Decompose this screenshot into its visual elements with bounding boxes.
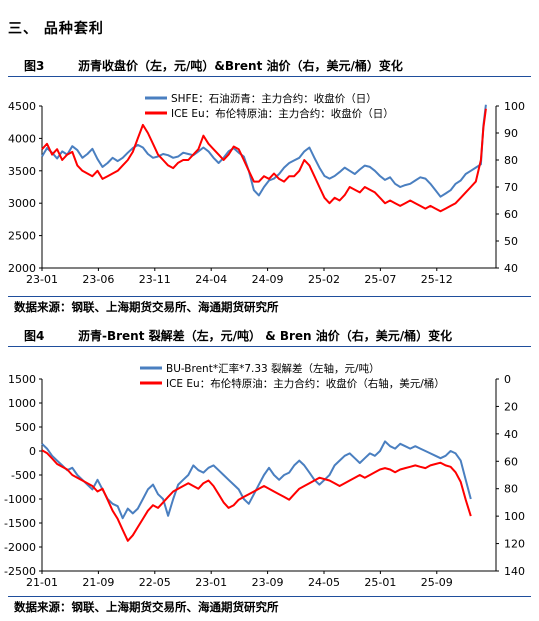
left-tick-label: 3500	[8, 165, 36, 178]
left-tick-label: -1000	[4, 493, 36, 506]
figure-3-number: 图3	[24, 59, 45, 73]
left-tick-label: 0	[29, 445, 36, 458]
left-tick-label: 1500	[8, 373, 36, 386]
left-tick-label: -2500	[4, 565, 36, 578]
left-tick-label: 2500	[8, 230, 36, 243]
left-tick-label: 4000	[8, 132, 36, 145]
chart-figure-4: -2500 -2000 -1500 -1000 -500 0 500 1000 1500 0 20 4…	[4, 362, 525, 589]
right-tick-label: 100	[504, 100, 525, 113]
left-tick-label: 2000	[8, 262, 36, 275]
figure-3-title: 沥青收盘价（左，元/吨）&Brent 油价（右，美元/桶）变化	[78, 59, 403, 73]
figure-3-source-text: 数据来源：钢联、上海期货交易所、海通期货研究所	[14, 300, 279, 314]
x-tick-label: 25-02	[308, 273, 340, 286]
left-tick-label: 500	[15, 421, 36, 434]
left-tick-label: 3000	[8, 197, 36, 210]
x-tick-label: 23-01	[195, 576, 227, 589]
legend-label-1: SHFE：石油沥青：主力合约：收盘价（日）	[171, 92, 377, 105]
series-line-2	[41, 108, 487, 213]
right-tick-label: 140	[504, 565, 525, 578]
left-tick-label: -500	[11, 469, 36, 482]
series-line-1	[41, 440, 472, 520]
left-tick-label: -2000	[4, 541, 36, 554]
x-tick-label: 25-07	[364, 273, 396, 286]
left-tick-label: 4500	[8, 100, 36, 113]
x-tick-label: 23-11	[139, 273, 171, 286]
figure-3-source: 数据来源：钢联、上海期货交易所、海通期货研究所	[8, 296, 531, 317]
figure-4-source-text: 数据来源：钢联、上海期货交易所、海通期货研究所	[14, 600, 279, 614]
legend-label-2: ICE Eu：布伦特原油：主力合约：收盘价（右轴，美元/桶）	[166, 377, 445, 390]
left-tick-label: 1000	[8, 397, 36, 410]
right-tick-label: 60	[504, 208, 518, 221]
legend-label-1: BU-Brent*汇率*7.33 裂解差（左轴，元/吨）	[166, 362, 380, 375]
right-tick-label: 80	[504, 154, 518, 167]
right-tick-label: 40	[504, 262, 518, 275]
right-tick-label: 0	[504, 373, 511, 386]
figure-4-title: 沥青-Brent 裂解差（左，元/吨） & Bren 油价（右，美元/桶）变化	[78, 329, 453, 343]
right-tick-label: 40	[504, 428, 518, 441]
x-tick-label: 21-01	[26, 576, 58, 589]
series-line-2	[41, 449, 472, 542]
series-line-1	[41, 104, 487, 198]
x-tick-label: 23-09	[252, 576, 284, 589]
figure-3-title-bar: 图3 沥青收盘价（左，元/吨）&Brent 油价（右，美元/桶）变化	[8, 56, 531, 77]
left-tick-label: -1500	[4, 517, 36, 530]
x-tick-label: 25-12	[421, 273, 453, 286]
chart-figure-3: 2000 2500 3000 3500 4000 4500 40 50 60 70 80 90 100 2…	[8, 92, 525, 286]
x-tick-label: 25-01	[364, 576, 396, 589]
right-tick-label: 20	[504, 400, 518, 413]
right-tick-label: 90	[504, 127, 518, 140]
x-tick-label: 25-09	[421, 576, 453, 589]
right-tick-label: 60	[504, 455, 518, 468]
x-tick-label: 23-01	[26, 273, 58, 286]
figure-4-title-bar: 图4 沥青-Brent 裂解差（左，元/吨） & Bren 油价（右，美元/桶）…	[8, 326, 531, 347]
x-tick-label: 22-05	[139, 576, 171, 589]
section-title: 三、 品种套利	[8, 21, 104, 37]
right-tick-label: 50	[504, 235, 518, 248]
x-tick-label: 21-09	[82, 576, 114, 589]
x-tick-label: 24-04	[195, 273, 227, 286]
right-tick-label: 80	[504, 483, 518, 496]
figure-4-number: 图4	[24, 329, 45, 343]
figure-4-source: 数据来源：钢联、上海期货交易所、海通期货研究所	[8, 596, 531, 617]
x-tick-label: 23-06	[82, 273, 114, 286]
right-tick-label: 70	[504, 181, 518, 194]
x-tick-label: 24-05	[308, 576, 340, 589]
x-tick-label: 24-09	[252, 273, 284, 286]
legend-label-2: ICE Eu：布伦特原油：主力合约：收盘价（日）	[171, 107, 394, 120]
right-tick-label: 120	[504, 538, 525, 551]
right-tick-label: 100	[504, 510, 525, 523]
